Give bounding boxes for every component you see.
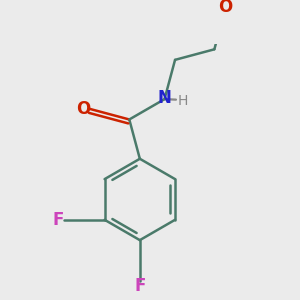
Text: O: O bbox=[218, 0, 232, 16]
Text: O: O bbox=[76, 100, 91, 118]
Text: F: F bbox=[134, 278, 146, 296]
Text: H: H bbox=[177, 94, 188, 108]
Text: N: N bbox=[158, 89, 172, 107]
Text: F: F bbox=[52, 211, 64, 229]
